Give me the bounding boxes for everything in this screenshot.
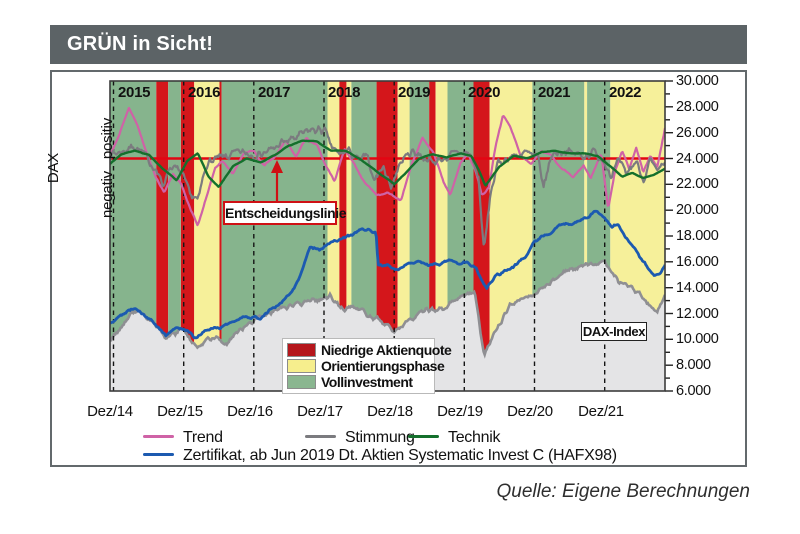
y-axis-title-line1: DAX — [45, 152, 62, 184]
y-axis-label: 22.000 — [676, 176, 719, 192]
phase-legend-row: Orientierungsphase — [287, 358, 445, 374]
dax-index-label: DAX-Index — [581, 322, 647, 341]
series-3 — [110, 139, 665, 188]
phase-legend: Niedrige Aktienquote Orientierungsphase … — [282, 338, 452, 394]
phase-legend-row: Vollinvestment — [287, 374, 429, 390]
legend-item-technik: Technik — [408, 429, 501, 446]
year-label: 2021 — [538, 84, 571, 101]
zone-yellow — [584, 81, 588, 391]
series-lines — [110, 106, 665, 340]
x-axis-label: Dez/18 — [367, 403, 413, 420]
phase-label: Orientierungsphase — [321, 358, 445, 374]
year-label: 2018 — [328, 84, 361, 101]
y-axis-title: DAX negativ positiv — [9, 118, 153, 218]
source-note: Quelle: Eigene Berechnungen — [496, 481, 750, 502]
trend-line-swatch — [143, 434, 174, 438]
y-axis-label: 24.000 — [676, 151, 719, 167]
y-axis-label: 28.000 — [676, 99, 719, 115]
chart-plot — [109, 80, 673, 392]
zertifikat-line-swatch — [143, 452, 174, 456]
dax-area — [110, 258, 665, 391]
legend-item-trend: Trend — [143, 429, 223, 446]
y-axis-title-line2: negativ positiv — [99, 118, 116, 218]
y-axis-label: 10.000 — [676, 331, 719, 347]
x-axis-label: Dez/17 — [297, 403, 343, 420]
year-label: 2019 — [398, 84, 431, 101]
orientation-swatch — [287, 359, 316, 373]
decision-arrow — [271, 160, 283, 201]
y-axis-label: 6.000 — [676, 383, 711, 399]
year-label: 2017 — [258, 84, 291, 101]
legend-item-zertifikat: Zertifikat, ab Jun 2019 Dt. Aktien Syste… — [143, 447, 617, 464]
y-axis-label: 30.000 — [676, 73, 719, 89]
stimmung-line-swatch — [305, 434, 336, 438]
y-axis-ticks — [665, 80, 673, 392]
y-axis-label: 16.000 — [676, 254, 719, 270]
x-axis-label: Dez/20 — [507, 403, 553, 420]
year-label: 2016 — [188, 84, 221, 101]
x-axis-label: Dez/21 — [578, 403, 624, 420]
legend-label: Technik — [448, 429, 501, 446]
low-equity-swatch — [287, 343, 316, 357]
legend-label: Trend — [183, 429, 223, 446]
page-title: GRÜN in Sicht! — [67, 33, 214, 55]
zone-yellow — [327, 81, 340, 391]
legend-label: Stimmung — [345, 429, 415, 446]
zone-yellow — [397, 81, 410, 391]
title-bar: GRÜN in Sicht! — [50, 25, 747, 64]
y-axis-label: 20.000 — [676, 202, 719, 218]
zone-red — [429, 81, 436, 391]
year-label: 2020 — [468, 84, 501, 101]
phase-label: Niedrige Aktienquote — [321, 342, 452, 358]
series-4 — [110, 209, 665, 340]
full-investment-swatch — [287, 375, 316, 389]
y-axis-label: 12.000 — [676, 306, 719, 322]
zone-yellow — [435, 81, 448, 391]
year-label: 2015 — [118, 84, 151, 101]
zone-red — [156, 81, 169, 391]
x-axis-label: Dez/19 — [437, 403, 483, 420]
zone-red — [339, 81, 347, 391]
x-axis-label: Dez/14 — [87, 403, 133, 420]
x-axis-label: Dez/16 — [227, 403, 273, 420]
technik-line-swatch — [408, 434, 439, 438]
y-axis-label: 26.000 — [676, 125, 719, 141]
y-axis-label: 14.000 — [676, 280, 719, 296]
year-label: 2022 — [609, 84, 642, 101]
y-axis-label: 8.000 — [676, 357, 711, 373]
decision-line-label: Entscheidungslinie — [223, 201, 347, 225]
legend-item-stimmung: Stimmung — [305, 429, 415, 446]
phase-label: Vollinvestment — [321, 374, 413, 390]
phase-legend-row: Niedrige Aktienquote — [287, 342, 452, 358]
series-1 — [110, 106, 665, 227]
legend-label: Zertifikat, ab Jun 2019 Dt. Aktien Syste… — [183, 447, 617, 464]
zone-red — [219, 81, 222, 391]
y-axis-label: 18.000 — [676, 228, 719, 244]
x-axis-label: Dez/15 — [157, 403, 203, 420]
